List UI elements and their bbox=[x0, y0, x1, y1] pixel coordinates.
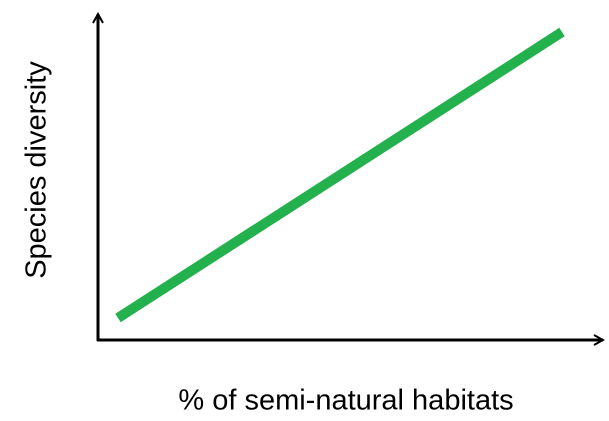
trend-line bbox=[115, 27, 565, 323]
y-axis-label: Species diversity bbox=[21, 61, 53, 279]
x-axis-label: % of semi-natural habitats bbox=[178, 385, 513, 417]
